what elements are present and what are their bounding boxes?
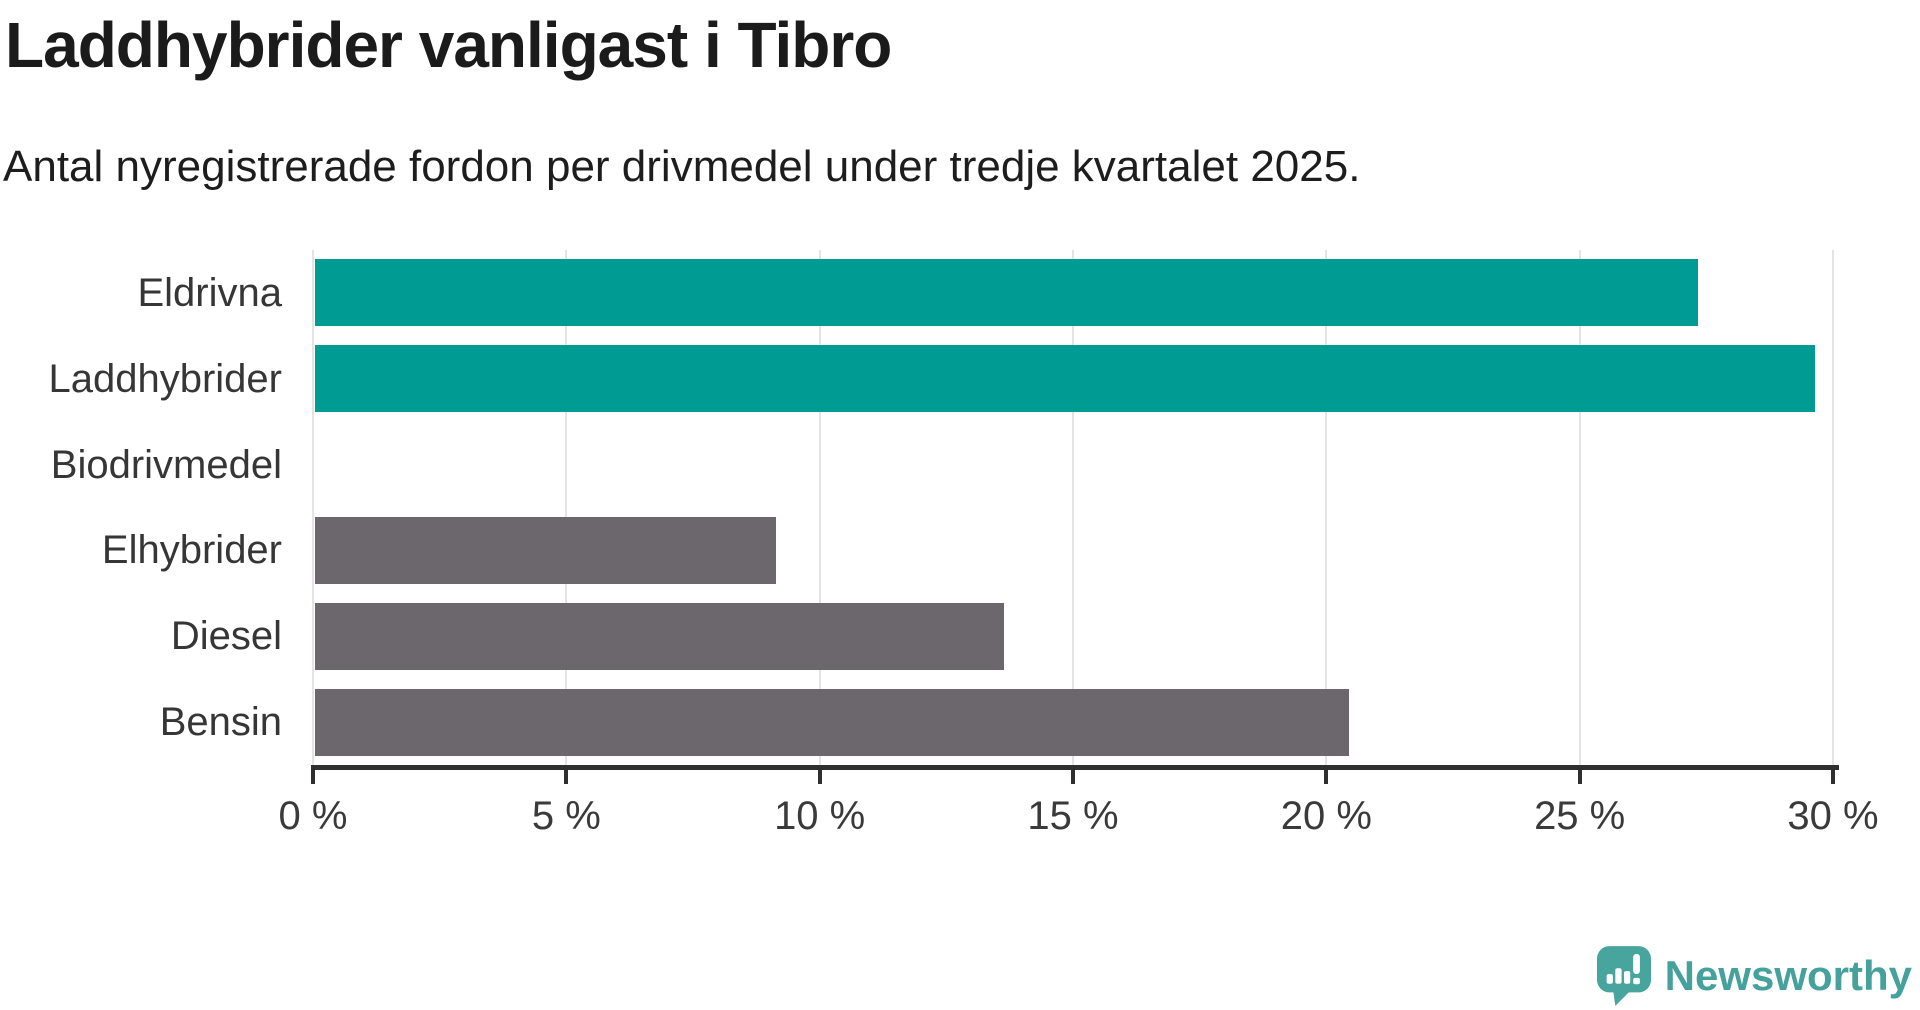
gridline bbox=[1578, 250, 1581, 765]
newsworthy-logo-icon bbox=[1596, 946, 1651, 1006]
gridline bbox=[312, 250, 314, 765]
bar-bensin bbox=[315, 688, 1349, 756]
x-axis-tick bbox=[817, 765, 822, 784]
x-axis-tick-label: 25 % bbox=[1534, 794, 1626, 838]
bar-eldrivna bbox=[315, 259, 1699, 327]
x-axis-tick-label: 20 % bbox=[1280, 794, 1372, 838]
category-label: Eldrivna bbox=[137, 270, 282, 315]
category-label: Bensin bbox=[159, 700, 282, 745]
x-axis-tick-label: 10 % bbox=[774, 794, 866, 838]
category-label: Diesel bbox=[170, 614, 282, 659]
x-axis-tick-label: 30 % bbox=[1787, 794, 1879, 838]
newsworthy-branding: Newsworthy bbox=[1596, 946, 1912, 1006]
gridline bbox=[1832, 250, 1834, 765]
x-axis-tick bbox=[1071, 765, 1075, 784]
x-axis-tick bbox=[1577, 765, 1582, 784]
newsworthy-logo-text: Newsworthy bbox=[1664, 952, 1912, 999]
gridline bbox=[1325, 250, 1328, 765]
gridline bbox=[565, 250, 568, 765]
x-axis-tick bbox=[1324, 765, 1329, 784]
x-axis-tick-label: 15 % bbox=[1027, 794, 1119, 838]
category-label: Biodrivmedel bbox=[50, 442, 282, 487]
bar-elhybrider bbox=[315, 516, 777, 584]
x-axis-tick bbox=[1831, 765, 1835, 784]
gridline bbox=[1072, 250, 1074, 765]
gridline bbox=[818, 250, 821, 765]
x-axis-line bbox=[311, 765, 1839, 770]
chart-title: Laddhybrider vanligast i Tibro bbox=[5, 9, 892, 81]
chart-subtitle: Antal nyregistrerade fordon per drivmede… bbox=[3, 142, 1361, 191]
bar-laddhybrider bbox=[315, 345, 1815, 413]
category-label: Elhybrider bbox=[101, 528, 282, 573]
category-label: Laddhybrider bbox=[48, 356, 283, 401]
x-axis-tick bbox=[311, 765, 315, 784]
x-axis-tick-label: 5 % bbox=[531, 794, 601, 838]
x-axis-tick bbox=[564, 765, 569, 784]
x-axis-tick-label: 0 % bbox=[278, 794, 348, 838]
bar-diesel bbox=[315, 602, 1005, 670]
